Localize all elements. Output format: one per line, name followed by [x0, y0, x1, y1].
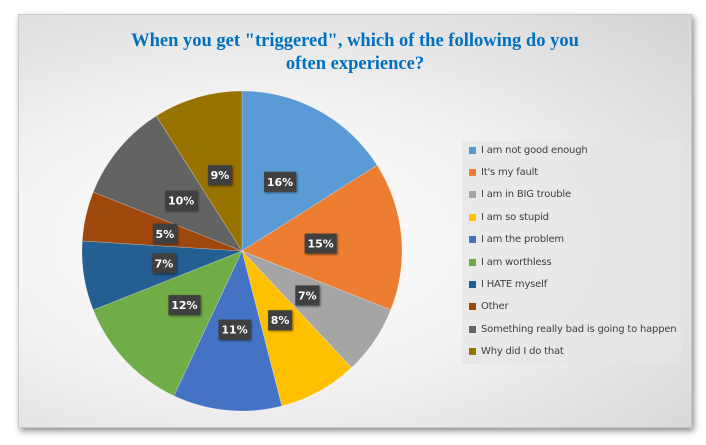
data-label-4: 11% [218, 319, 251, 340]
data-label-9: 9% [207, 165, 232, 186]
legend-item-1: It's my fault [469, 164, 538, 180]
legend-label: Why did I do that [481, 346, 564, 358]
data-label-8: 10% [165, 190, 198, 211]
chart-title-line-2: often experience? [285, 54, 425, 74]
legend-item-7: Other [469, 299, 509, 315]
legend-label: I am the problem [481, 234, 564, 246]
legend-swatch [469, 348, 476, 356]
legend-label: Something really bad is going to happen [481, 323, 677, 335]
data-label-box [165, 190, 198, 211]
pie-slice-3 [241, 250, 352, 407]
legend-label: I HATE myself [481, 278, 548, 290]
data-label-text: 15% [307, 238, 333, 251]
pie-slice-6 [81, 240, 243, 311]
data-label-text: 5% [156, 228, 175, 241]
legend-item-5: I am worthless [469, 254, 552, 270]
data-label-box [268, 310, 293, 331]
legend-label: I am in BIG trouble [481, 189, 571, 201]
data-label-box [151, 253, 176, 274]
legend-swatch [469, 236, 476, 244]
data-label-text: 12% [171, 299, 197, 312]
pie-slice-5 [92, 250, 243, 397]
data-label-text: 7% [298, 289, 317, 302]
legend-swatch [469, 258, 476, 266]
data-label-box [168, 295, 201, 316]
data-label-7: 5% [152, 223, 177, 244]
legend-item-2: I am in BIG trouble [469, 187, 571, 203]
legend-item-8: Something really bad is going to happen [469, 321, 677, 337]
legend-label: I am worthless [481, 256, 552, 268]
legend-item-3: I am so stupid [469, 209, 549, 225]
legend-label: It's my fault [481, 166, 538, 178]
pie-slice-2 [241, 250, 392, 369]
data-label-3: 8% [268, 310, 293, 331]
data-label-text: 16% [267, 176, 293, 189]
data-label-box [264, 171, 297, 192]
data-label-2: 7% [295, 285, 320, 306]
data-label-6: 7% [151, 253, 176, 274]
legend-label: Other [481, 301, 509, 313]
data-label-1: 15% [304, 233, 337, 254]
legend-item-0: I am not good enough [469, 142, 588, 158]
data-label-0: 16% [264, 171, 297, 192]
chart-title: When you get "triggered", which of the f… [19, 30, 691, 76]
pie-slice-0 [241, 90, 378, 252]
legend-label: I am so stupid [481, 211, 549, 223]
data-label-box [218, 319, 251, 340]
data-label-text: 11% [221, 324, 247, 337]
data-label-box [152, 223, 177, 244]
pie-slice-9 [155, 90, 243, 253]
data-label-text: 7% [155, 257, 174, 270]
chart-title-line-1: When you get "triggered", which of the f… [131, 31, 579, 51]
data-label-5: 12% [168, 295, 201, 316]
data-label-text: 9% [211, 169, 230, 182]
legend-swatch [469, 168, 476, 176]
pie-slice-7 [81, 191, 243, 252]
pie-chart: 16% 15% 7% 8% 11% 12% 7% 5% 10% 9% [81, 90, 403, 412]
data-label-text: 10% [168, 195, 194, 208]
legend-swatch [469, 191, 476, 199]
legend-swatch [469, 303, 476, 311]
legend-item-4: I am the problem [469, 232, 564, 248]
legend-item-9: Why did I do that [469, 344, 564, 360]
data-label-box [304, 233, 337, 254]
data-label-box [207, 165, 232, 186]
legend: I am not good enough It's my fault I am in… [462, 141, 681, 364]
legend-swatch [469, 280, 476, 288]
pie-slice-8 [92, 115, 243, 252]
data-label-box [295, 285, 320, 306]
legend-swatch [469, 325, 476, 333]
legend-swatch [469, 146, 476, 154]
chart-area: When you get "triggered", which of the f… [18, 14, 692, 428]
legend-label: I am not good enough [481, 144, 588, 156]
legend-item-6: I HATE myself [469, 276, 547, 292]
legend-swatch [469, 213, 476, 221]
data-label-text: 8% [271, 314, 290, 327]
